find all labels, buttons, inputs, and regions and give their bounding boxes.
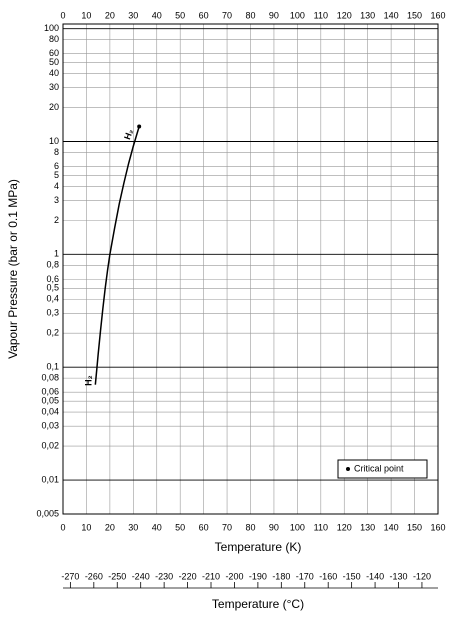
y-tick-label: 40 [49,68,59,78]
x-top-tick-label: 160 [430,10,445,20]
x-tick-label: 40 [152,522,162,532]
legend-dot [346,467,350,471]
critical-point [137,124,142,129]
y-tick-label: 0,1 [46,362,59,372]
y-tick-label: 0,4 [46,294,59,304]
x-top-tick-label: 70 [222,10,232,20]
y-tick-label: 20 [49,102,59,112]
x2-tick-label: -130 [390,571,408,581]
y-tick-label: 1 [54,249,59,259]
x2-tick-label: -260 [85,571,103,581]
y-tick-label: 3 [54,195,59,205]
x-axis-label: Temperature (K) [215,540,302,554]
x-tick-label: 10 [81,522,91,532]
y-tick-label: 8 [54,147,59,157]
series-label: H₂ [122,128,135,141]
x2-tick-label: -140 [366,571,384,581]
x-tick-label: 150 [407,522,422,532]
series-label: H₂ [84,375,94,386]
y-tick-label: 0,005 [36,508,59,518]
y-tick-label: 30 [49,82,59,92]
x-top-tick-label: 60 [199,10,209,20]
y-tick-label: 0,03 [41,421,59,431]
y-tick-label: 0,08 [41,373,59,383]
x-tick-label: 20 [105,522,115,532]
x-top-tick-label: 100 [290,10,305,20]
x2-tick-label: -120 [413,571,431,581]
x2-tick-label: -210 [202,571,220,581]
y-tick-label: 0,2 [46,328,59,338]
legend-box [337,459,428,479]
y-tick-label: 80 [49,34,59,44]
x-top-tick-label: 80 [245,10,255,20]
x2-axis-label: Temperature (°C) [212,597,304,611]
x-top-tick-label: 50 [175,10,185,20]
x-tick-label: 100 [290,522,305,532]
x2-tick-label: -220 [179,571,197,581]
x-tick-label: 60 [199,522,209,532]
y-tick-label: 5 [54,170,59,180]
x-top-tick-label: 110 [314,10,328,20]
y-tick-label: 0,02 [41,440,59,450]
x2-tick-label: -240 [132,571,150,581]
y-tick-label: 4 [54,181,59,191]
y-tick-label: 0,5 [46,283,59,293]
x-tick-label: 90 [269,522,279,532]
x-top-tick-label: 10 [81,10,91,20]
x-tick-label: 140 [384,522,399,532]
x2-tick-label: -190 [249,571,267,581]
line [94,126,140,385]
y-tick-label: 0,04 [41,406,59,416]
y-tick-label: 0,6 [46,274,59,284]
x-top-tick-label: 40 [152,10,162,20]
x2-tick-label: -200 [225,571,243,581]
x-tick-label: 130 [360,522,375,532]
y-tick-label: 50 [49,57,59,67]
x-top-tick-label: 150 [407,10,422,20]
legend-label: Critical point [354,463,404,473]
y-tick-label: 10 [49,136,59,146]
y-tick-label: 2 [54,215,59,225]
x-tick-label: 0 [60,522,65,532]
x2-tick-label: -250 [108,571,126,581]
x-top-tick-label: 30 [128,10,138,20]
x-tick-label: 70 [222,522,232,532]
y-tick-label: 0,01 [41,474,59,484]
x-tick-label: 50 [175,522,185,532]
x-top-tick-label: 130 [360,10,375,20]
x-top-tick-label: 140 [384,10,399,20]
y-axis-label: Vapour Pressure (bar or 0.1 MPa) [6,179,20,359]
x2-tick-label: -170 [296,571,314,581]
x2-tick-label: -180 [272,571,290,581]
y-tick-label: 0,3 [46,308,59,318]
x2-tick-label: -270 [61,571,79,581]
x-tick-label: 30 [128,522,138,532]
y-tick-label: 0,06 [41,387,59,397]
y-tick-label: 100 [44,23,59,33]
y-tick-label: 0,8 [46,260,59,270]
x-top-tick-label: 20 [105,10,115,20]
plot-frame [62,23,439,515]
x-tick-label: 160 [430,522,445,532]
x2-tick-label: -230 [155,571,173,581]
x2-tick-label: -150 [343,571,361,581]
x-top-tick-label: 0 [60,10,65,20]
y-tick-label: 60 [49,48,59,58]
y-tick-label: 0,05 [41,396,59,406]
x-tick-label: 110 [314,522,328,532]
x2-tick-label: -160 [319,571,337,581]
x-tick-label: 80 [245,522,255,532]
x-top-tick-label: 90 [269,10,279,20]
y-tick-label: 6 [54,161,59,171]
x-top-tick-label: 120 [337,10,352,20]
x-tick-label: 120 [337,522,352,532]
